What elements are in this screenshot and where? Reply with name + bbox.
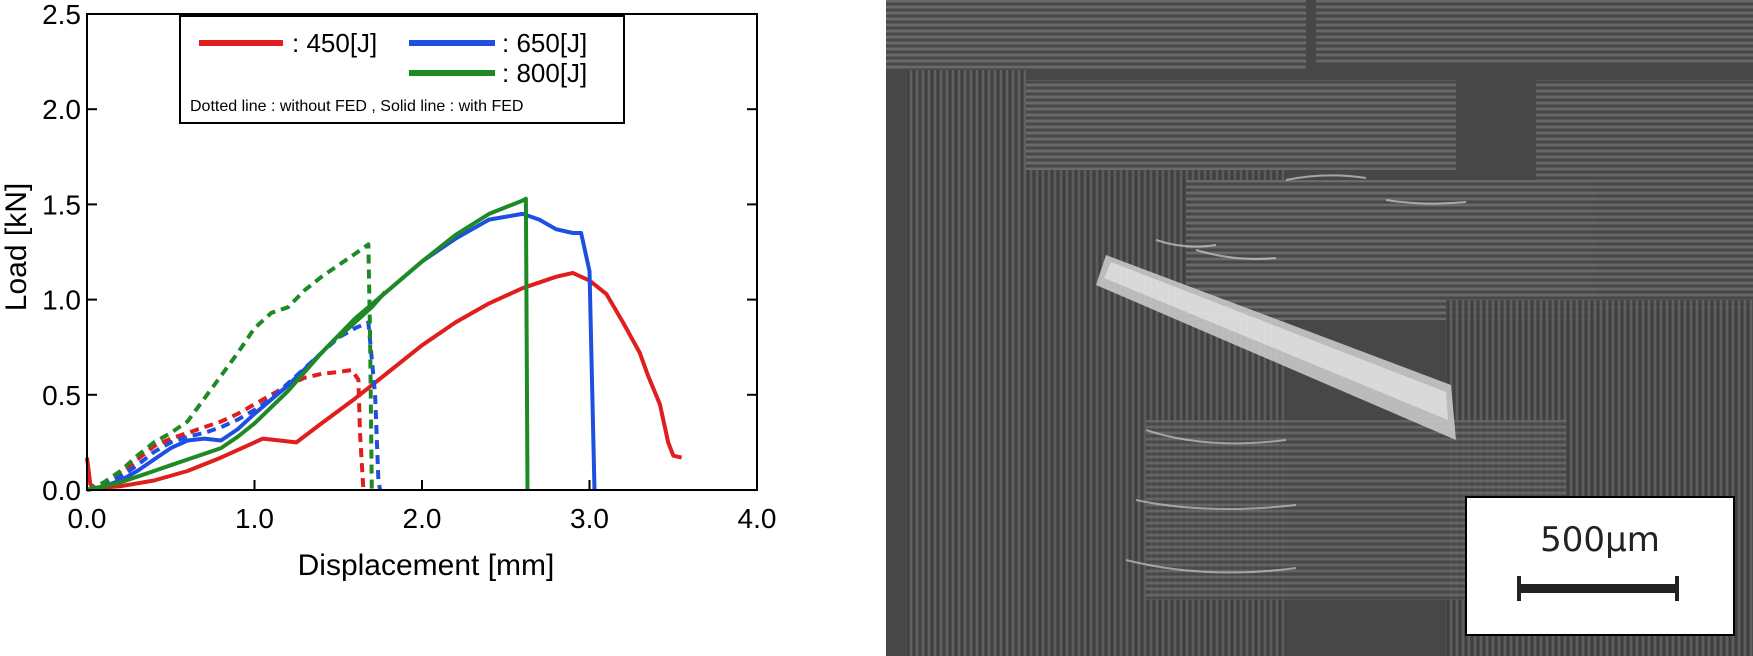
x-tick-label: 1.0 [235, 503, 274, 534]
y-tick-label: 0.5 [42, 380, 81, 411]
legend-box [179, 15, 625, 124]
scale-bar-label: 500μm [1540, 520, 1660, 560]
plot-layer [85, 196, 683, 492]
legend-note: Dotted line : without FED , Solid line :… [190, 98, 523, 115]
y-axis-title: Load [kN] [0, 183, 33, 311]
series-line-800-dotted-4 [86, 242, 374, 492]
x-tick-label: 0.0 [68, 503, 107, 534]
y-tick-label: 2.5 [42, 0, 81, 30]
load-displacement-chart: 0.0 1.0 2.0 3.0 4.0 0.0 0.5 1.0 1.5 2.0 2.5 Displa… [0, 0, 875, 656]
series-line-800-solid-5 [86, 196, 530, 492]
x-tick-label: 4.0 [738, 503, 777, 534]
y-tick-label: 0.0 [42, 475, 81, 506]
scale-bar [1517, 576, 1679, 601]
legend-label-800: : 800[J] [502, 58, 587, 88]
y-tick-label: 1.0 [42, 285, 81, 316]
legend: : 450[J] : 650[J] : 800[J] Dotted line :… [179, 15, 625, 124]
series-line-450-dotted-0 [86, 368, 366, 492]
scale-bar-box: 500μm [1465, 496, 1735, 636]
sem-micrograph: 500μm [886, 0, 1753, 656]
series-line-800-solid-6 [336, 290, 387, 340]
y-tick-label: 2.0 [42, 94, 81, 125]
chart-svg: 0.0 1.0 2.0 3.0 4.0 0.0 0.5 1.0 1.5 2.0 2.5 Displa… [0, 0, 776, 582]
axis-layer: 0.0 1.0 2.0 3.0 4.0 0.0 0.5 1.0 1.5 2.0 2.5 [42, 0, 776, 534]
series-line-650-dotted-2 [86, 320, 383, 492]
series-line-650-solid-3 [86, 211, 597, 492]
series-line-450-solid-1 [85, 270, 683, 491]
x-tick-label: 3.0 [570, 503, 609, 534]
y-tick-label: 1.5 [42, 189, 81, 220]
legend-label-650: : 650[J] [502, 28, 587, 58]
x-tick-label: 2.0 [403, 503, 442, 534]
x-axis-title: Displacement [mm] [298, 549, 555, 582]
legend-label-450: : 450[J] [292, 28, 377, 58]
